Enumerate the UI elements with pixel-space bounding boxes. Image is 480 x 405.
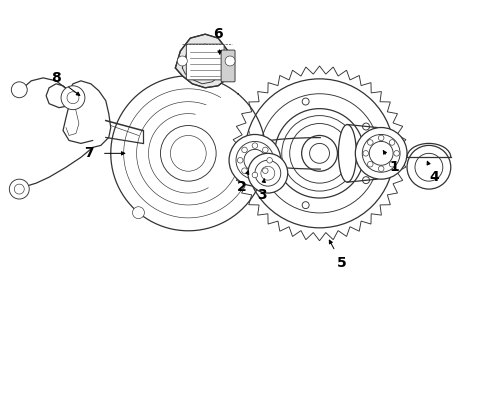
Text: 1: 1 [389, 160, 399, 174]
Circle shape [9, 179, 29, 199]
Text: 2: 2 [237, 180, 247, 194]
Circle shape [67, 92, 79, 104]
Circle shape [263, 150, 269, 157]
Circle shape [267, 158, 273, 163]
Circle shape [261, 166, 275, 180]
Circle shape [248, 153, 288, 193]
Circle shape [302, 202, 309, 209]
Text: 6: 6 [213, 27, 223, 41]
Text: 3: 3 [257, 188, 267, 202]
Text: 8: 8 [51, 71, 61, 85]
Circle shape [282, 115, 357, 191]
Circle shape [242, 168, 247, 173]
Circle shape [255, 160, 281, 186]
Circle shape [14, 184, 24, 194]
Circle shape [245, 79, 394, 228]
Text: 5: 5 [336, 256, 346, 270]
Circle shape [363, 151, 369, 156]
Circle shape [310, 143, 329, 163]
Text: 7: 7 [84, 146, 94, 160]
Circle shape [368, 140, 373, 145]
Ellipse shape [338, 125, 356, 182]
Circle shape [378, 135, 384, 141]
Circle shape [302, 98, 309, 105]
Circle shape [362, 123, 370, 130]
Circle shape [362, 134, 400, 172]
Circle shape [244, 149, 266, 171]
Circle shape [178, 56, 187, 66]
Circle shape [301, 135, 337, 171]
Circle shape [252, 172, 258, 178]
Circle shape [368, 162, 373, 167]
Circle shape [12, 82, 27, 98]
Circle shape [238, 158, 243, 163]
Circle shape [290, 124, 349, 183]
Circle shape [132, 207, 144, 219]
Text: 4: 4 [429, 170, 439, 184]
Circle shape [61, 86, 85, 110]
Circle shape [236, 141, 274, 179]
Circle shape [160, 126, 216, 181]
Circle shape [389, 140, 395, 145]
Circle shape [362, 177, 370, 183]
Circle shape [394, 151, 399, 156]
Circle shape [275, 109, 364, 198]
Circle shape [389, 162, 395, 167]
Circle shape [407, 145, 451, 189]
Circle shape [260, 94, 379, 213]
Circle shape [415, 153, 443, 181]
Circle shape [263, 168, 268, 173]
Circle shape [378, 166, 384, 171]
FancyBboxPatch shape [186, 44, 224, 80]
Circle shape [355, 128, 407, 179]
Polygon shape [175, 34, 232, 88]
Circle shape [369, 141, 393, 165]
Circle shape [229, 134, 281, 186]
Circle shape [225, 56, 235, 66]
Polygon shape [232, 66, 407, 241]
Circle shape [242, 147, 247, 153]
Circle shape [263, 147, 268, 153]
Circle shape [252, 143, 258, 148]
Circle shape [170, 135, 206, 171]
FancyBboxPatch shape [221, 50, 235, 82]
